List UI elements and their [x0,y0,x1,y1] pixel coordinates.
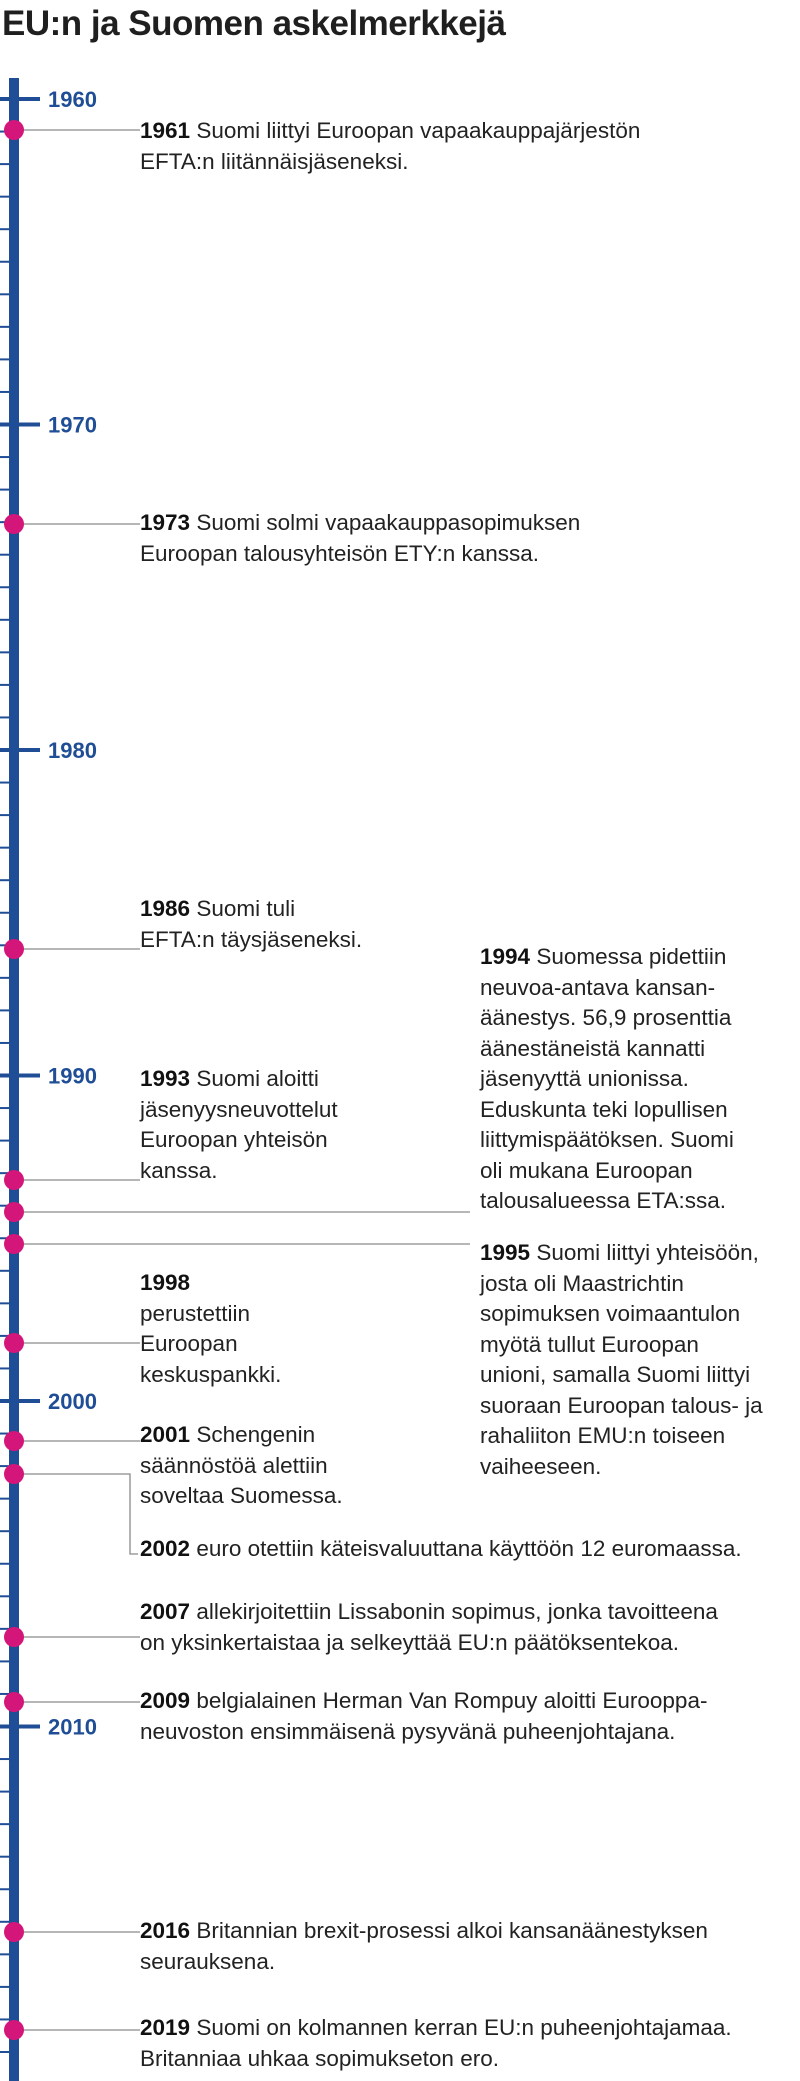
event-marker [4,939,24,959]
event-text-line: Suomi solmi vapaakauppasopimuksen [196,510,581,535]
event-text-line: keskuspankki. [140,1361,282,1387]
event-marker [4,1431,24,1451]
event-text-line: Suomi liittyi yhteisöön, [536,1240,759,1265]
event-text-line: allekirjoitettiin Lissabonin sopimus, jo… [196,1599,718,1624]
event-text-line: on yksinkertaistaa ja selkeyttää EU:n pä… [140,1629,680,1655]
event-year: 2002 [140,1536,191,1561]
event-year: 1973 [140,510,191,535]
event-year: 2007 [140,1599,191,1624]
event-text-line: soveltaa Suomessa. [140,1483,343,1508]
event-year: 1961 [140,118,191,143]
event-text-line: säännöstöä alettiin [140,1452,328,1478]
event-year: 2016 [140,1918,191,1943]
event-marker [4,514,24,534]
event-text-line: neuvoa-antava kansan- [480,974,716,1000]
event-1973: 1973 Suomi solmi vapaakauppasopimuksen Eu… [140,508,580,569]
event-text-line: perustettiin [140,1300,251,1326]
event-1993: 1993 Suomi aloitti jäsenyysneuvottelut Eur… [140,1064,338,1186]
event-text-line: jäsenyysneuvottelut [140,1096,338,1122]
event-marker [4,1333,24,1353]
event-2001: 2001 Schengenin säännöstöä alettiin sovelt… [140,1420,343,1512]
event-marker [4,1627,24,1647]
event-text-line: sopimuksen voimaantulon [480,1301,741,1326]
page-title: EU:n ja Suomen askelmerkkejä [2,4,506,43]
event-text-line: rahaliiton EMU:n toiseen [480,1423,726,1448]
event-1961: 1961 Suomi liittyi Euroopan vapaakauppaj… [140,116,640,177]
event-marker [4,1170,24,1190]
event-text-line: äänestäneistä kannatti [480,1035,706,1061]
event-marker [4,1464,24,1484]
event-2009: 2009 belgialainen Herman Van Rompuy aloi… [140,1686,707,1747]
decade-label: 1980 [48,738,97,763]
event-year: 2009 [140,1688,191,1713]
event-year: 1986 [140,896,191,921]
event-text-line: Suomi tuli [196,896,296,921]
decade-label: 1970 [48,413,97,438]
event-text-line: äänestys. 56,9 prosenttia [480,1005,732,1030]
event-2007: 2007 allekirjoitettiin Lissabonin sopimu… [140,1597,718,1658]
event-1998: 1998 perustettiin Euroopan keskuspankki. [140,1268,281,1390]
event-text-line: suoraan Euroopan talous- ja [480,1392,763,1418]
event-text-line: vaiheeseen. [480,1453,602,1479]
event-marker [4,1922,24,1942]
decade-label: 1990 [48,1064,97,1089]
event-text-line: Schengenin [196,1422,316,1447]
event-text-line: talousalueessa ETA:ssa. [480,1188,726,1213]
event-text-line: Britannian brexit-prosessi alkoi kansanä… [196,1918,708,1943]
event-year: 1993 [140,1066,191,1091]
event-text-line: Euroopan yhteisön [140,1127,328,1152]
event-text-line: belgialainen Herman Van Rompuy aloitti E… [196,1688,708,1713]
event-marker [4,1234,24,1254]
event-text-line: EFTA:n liitännäisjäseneksi. [140,148,409,174]
event-text-line: jäsenyyttä unionissa. [480,1066,689,1091]
leader-line [14,1473,138,1555]
event-marker [4,2020,24,2040]
event-text-line: Eduskunta teki lopullisen [480,1096,728,1122]
event-year: 1995 [480,1240,531,1265]
event-text-line: EFTA:n täysjäseneksi. [140,926,363,952]
event-text-line: liittymispäätöksen. Suomi [480,1127,734,1152]
event-1986: 1986 Suomi tuli EFTA:n täysjäseneksi. [140,894,362,955]
event-text-line: Euroopan talousyhteisön ETY:n kanssa. [140,540,540,566]
event-1995: 1995 Suomi liittyi yhteisöön, josta oli M… [480,1238,763,1482]
event-marker [4,1202,24,1222]
event-text-line: myötä tullut Euroopan [480,1331,699,1357]
event-text-line: Suomessa pidettiin [536,944,727,969]
event-text-line: kanssa. [140,1157,218,1183]
decade-label: 1960 [48,87,97,112]
decade-label: 2010 [48,1715,97,1740]
event-text-line: josta oli Maastrichtin [480,1270,684,1296]
event-2016: 2016 Britannian brexit-prosessi alkoi ka… [140,1916,708,1977]
event-text-line: Suomi aloitti [196,1066,319,1091]
event-year: 1998 [140,1270,191,1295]
event-text-line: unioni, samalla Suomi liittyi [480,1362,751,1387]
event-text-line: oli mukana Euroopan [480,1157,693,1183]
event-year: 2001 [140,1422,191,1447]
event-2002: 2002 euro otettiin käteisvaluuttana käyt… [140,1534,742,1565]
event-2019: 2019 Suomi on kolmannen kerran EU:n puhe… [140,2013,732,2074]
event-year: 1994 [480,944,531,969]
event-text-line: Suomi on kolmannen kerran EU:n puheenjoh… [196,2015,732,2040]
decade-label: 2000 [48,1389,97,1414]
event-text-line: euro otettiin käteisvaluuttana käyttöön … [196,1536,742,1561]
event-text-line: neuvoston ensimmäisenä pysyvänä puheenjo… [140,1718,676,1744]
event-marker [4,1692,24,1712]
event-text-line: Britanniaa uhkaa sopimukseton ero. [140,2045,499,2071]
event-marker [4,120,24,140]
event-year: 2019 [140,2015,191,2040]
event-1994: 1994 Suomessa pidettiin neuvoa-antava kan… [480,942,734,1217]
event-text-line: Euroopan [140,1331,238,1356]
event-text-line: seurauksena. [140,1948,276,1974]
event-text-line: Suomi liittyi Euroopan vapaakauppajärjes… [196,118,641,143]
axis-line [9,78,19,2081]
